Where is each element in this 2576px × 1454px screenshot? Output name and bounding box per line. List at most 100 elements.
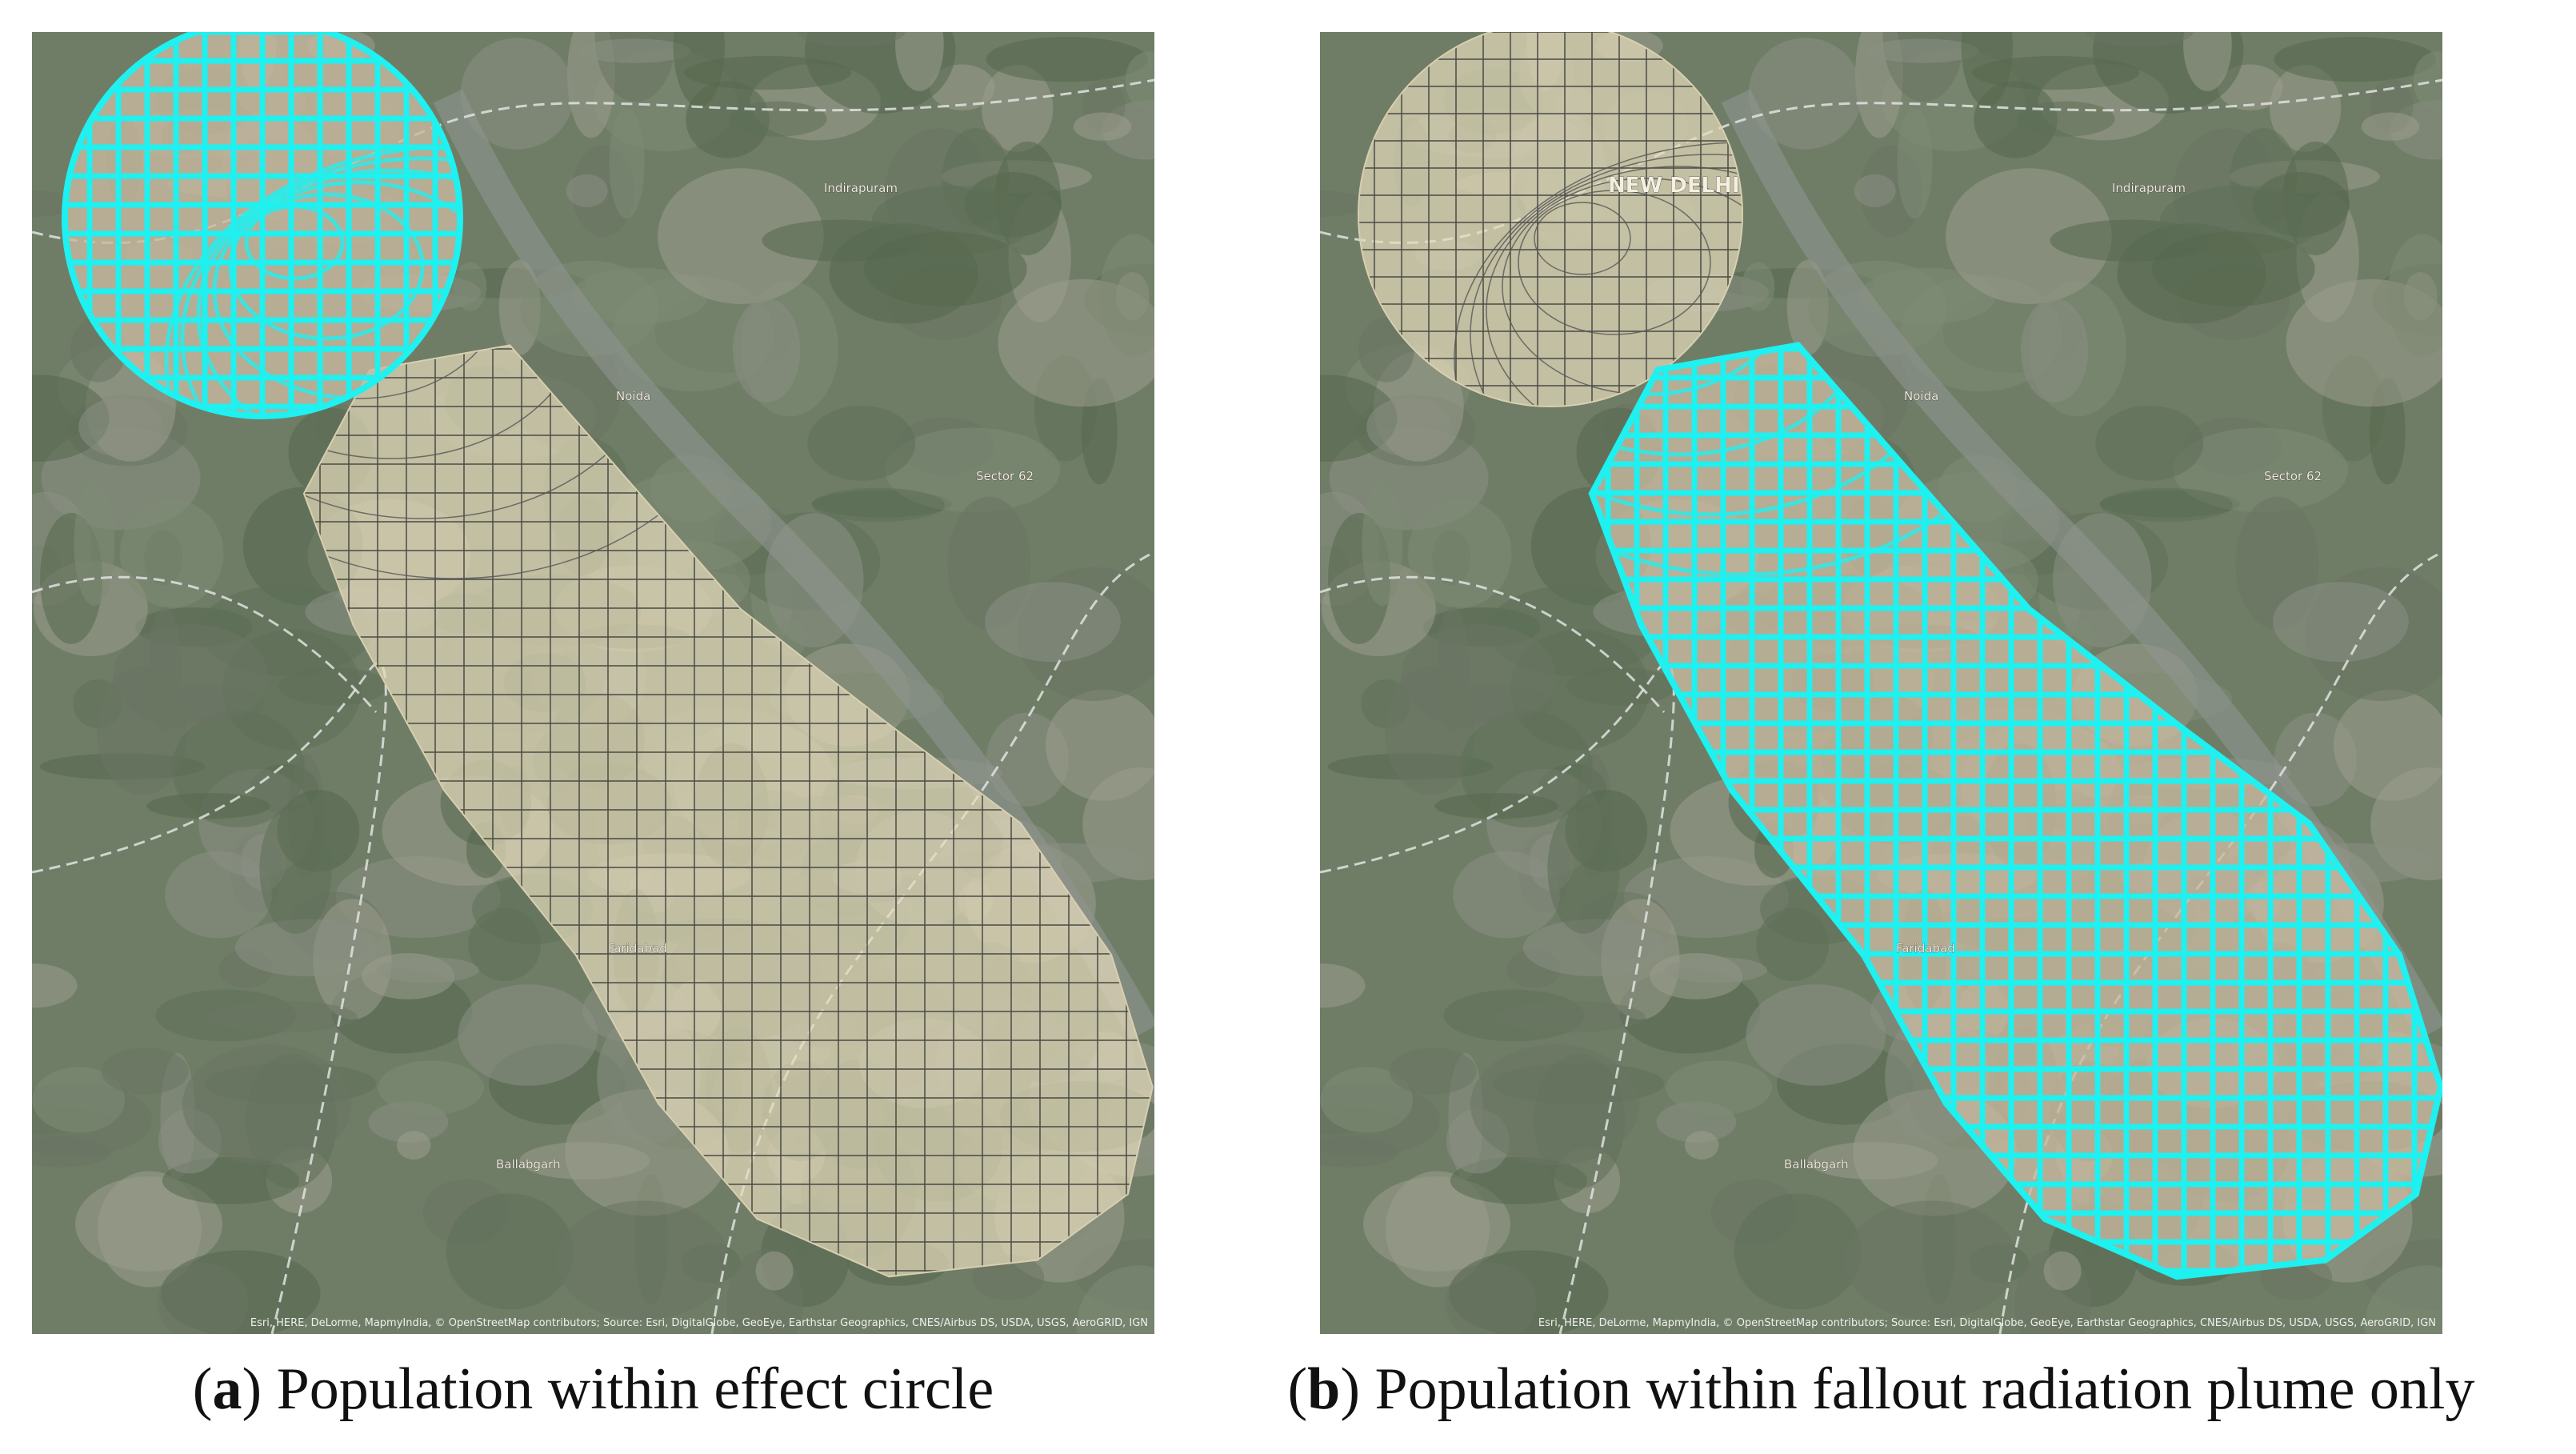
contour [1486, 166, 1742, 407]
terrain-patch [556, 1200, 729, 1320]
terrain-patch [2387, 234, 2442, 357]
boundary [32, 575, 378, 713]
terrain-patch [206, 1000, 358, 1033]
terrain-patch [578, 38, 691, 63]
terrain-patch [2086, 32, 2194, 47]
terrain-patch [2364, 1265, 2442, 1334]
place-label: Faridabad [1896, 941, 1955, 955]
boundary [32, 78, 1154, 244]
contour [303, 345, 663, 519]
terrain-patch [1494, 1000, 1646, 1033]
place-label: Sector 62 [976, 469, 1034, 483]
terrain-patch [1666, 1060, 1772, 1116]
terrain-patch [259, 803, 332, 934]
terrain-patch [1961, 32, 2013, 107]
terrain-patch [2151, 231, 2315, 306]
terrain-patch [1389, 1047, 1477, 1096]
terrain-patch [1407, 499, 1512, 608]
terrain-patch [1684, 1131, 1719, 1160]
terrain-patch [984, 582, 1121, 663]
caption-part: ) Population within effect circle [242, 1356, 994, 1422]
terrain-patch [1099, 234, 1154, 357]
terrain-patch [2021, 298, 2089, 403]
terrain-patch [101, 1047, 189, 1096]
terrain-patch [1385, 1171, 1490, 1288]
effect-circle [1358, 32, 1742, 407]
terrain-patch [74, 481, 115, 607]
terrain-patch [97, 1171, 202, 1288]
terrain-patch [1366, 397, 1452, 457]
place-label: Indirapuram [824, 181, 898, 195]
caption-part: ( [193, 1356, 213, 1422]
terrain-patch [157, 1262, 249, 1334]
contour [1454, 142, 1742, 407]
terrain-patch [1445, 1262, 1537, 1334]
contour [303, 345, 583, 459]
terrain-patch [755, 1251, 794, 1291]
terrain-patch [78, 397, 164, 457]
map-panel: Noida Indirapuram Sector 62 Faridabad Ballab… [32, 32, 1154, 1334]
terrain-patch [884, 427, 1061, 513]
contour [196, 168, 460, 416]
terrain-patch [1844, 1200, 2017, 1320]
terrain-patch [2272, 582, 2409, 663]
attribution: Esri, HERE, DeLorme, MapmyIndia, © OpenS… [250, 1317, 1148, 1329]
terrain-patch [1076, 1265, 1154, 1334]
terrain-patch [1522, 919, 1666, 977]
caption: (b) Population within fallout radiation … [1288, 1356, 2475, 1422]
terrain-patch [1741, 262, 1775, 311]
terrain-patch [812, 487, 946, 523]
terrain-patch [32, 1067, 126, 1133]
attribution: Esri, HERE, DeLorme, MapmyIndia, © OpenS… [1538, 1317, 2436, 1329]
terrain-patch [2274, 36, 2436, 82]
grid [65, 32, 460, 416]
place-label: Noida [1904, 389, 1938, 403]
effect-circle-outline [1358, 32, 1743, 407]
terrain-patch [2270, 65, 2342, 152]
terrain-patch [798, 32, 906, 47]
terrain-patch [32, 963, 78, 1008]
contour [180, 156, 460, 416]
terrain-patch [1073, 112, 1132, 141]
terrain-patch [1125, 51, 1154, 110]
terrain-patch [2413, 51, 2442, 110]
contour [228, 192, 425, 341]
terrain-patch [453, 262, 487, 311]
terrain-patch [609, 108, 645, 218]
terrain-patch [1664, 957, 1767, 983]
terrain-patch [1320, 963, 1366, 1008]
terrain-patch [119, 499, 224, 608]
terrain-patch [729, 101, 827, 137]
terrain-patch [1746, 984, 1886, 1086]
terrain-patch [1854, 174, 1896, 207]
place-label: Ballabgarh [1784, 1157, 1849, 1172]
place-label: Indirapuram [2112, 181, 2186, 195]
terrain-patch [112, 624, 269, 728]
plume-outline [1588, 342, 2442, 1280]
terrain-patch [2172, 427, 2349, 513]
terrain-patch [982, 65, 1054, 152]
plume-outline [302, 344, 1154, 1278]
terrain-patch [182, 1044, 352, 1166]
contour [1470, 154, 1742, 407]
place-label: Sector 62 [2264, 469, 2322, 483]
map: NEW DELHI Noida Indirapuram Sector 62 Farida… [1320, 32, 2442, 1334]
terrain-patch [1748, 38, 1862, 150]
terrain-patch [895, 32, 944, 91]
terrain-patch [807, 405, 916, 481]
terrain-patch [1470, 1044, 1640, 1166]
terrain-patch [1866, 38, 1979, 63]
caption-part: ) Population within fallout radiation pl… [1340, 1356, 2474, 1422]
contour [244, 204, 345, 281]
place-label: Faridabad [608, 941, 667, 955]
terrain-patch [1320, 1067, 1414, 1133]
place-label: Noida [616, 389, 650, 403]
contour [1591, 345, 1873, 457]
terrain-patch [2095, 405, 2204, 481]
contour [1518, 190, 1711, 335]
boundary [1320, 662, 1675, 1334]
terrain-patch [396, 1131, 431, 1160]
grid [1358, 32, 1742, 407]
terrain-patch [146, 793, 270, 819]
